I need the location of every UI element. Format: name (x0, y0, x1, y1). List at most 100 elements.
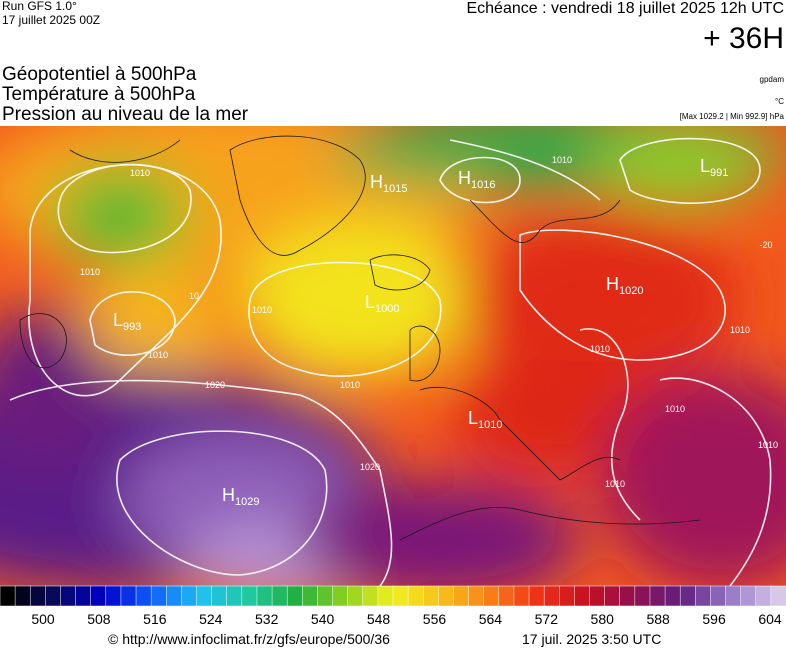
center-letter: H (370, 172, 383, 192)
pressure-center: L991 (700, 156, 728, 179)
title-line: Température à 500hPa (2, 84, 196, 105)
center-letter: H (606, 274, 619, 294)
colorbar-tick-label: 508 (87, 611, 111, 627)
color-swatch (29, 585, 47, 607)
center-value: 1016 (471, 179, 495, 191)
isobar-label: -20 (759, 240, 772, 250)
timestamp: 17 juil. 2025 3:50 UTC (522, 631, 661, 647)
isobar-label: 1010 (730, 325, 750, 335)
center-value: 991 (710, 167, 728, 179)
color-swatch (453, 585, 470, 607)
color-swatch (90, 585, 107, 607)
color-swatch (302, 585, 319, 607)
color-swatch (483, 585, 500, 607)
isobar-label: 1010 (758, 440, 778, 450)
color-swatch (422, 585, 440, 607)
colorbar-tick-label: 516 (143, 611, 167, 627)
isobar-label: 1010 (605, 479, 625, 489)
isobar-label: 1020 (360, 462, 380, 472)
color-swatch (196, 585, 213, 607)
center-letter: L (700, 156, 710, 176)
center-value: 1029 (235, 496, 259, 508)
color-swatch (498, 585, 515, 607)
color-swatch (135, 585, 152, 607)
center-letter: H (458, 168, 471, 188)
run-date: 17 juillet 2025 00Z (2, 13, 100, 27)
title-line: Géopotentiel à 500hPa (2, 64, 197, 85)
color-swatch (543, 585, 561, 607)
colorbar-tick-label: 588 (646, 611, 670, 627)
center-letter: L (113, 310, 123, 330)
color-swatch (286, 585, 304, 607)
isobar-label: 10 (189, 291, 199, 301)
colorbar-tick-label: 580 (591, 611, 615, 627)
color-swatch (559, 585, 576, 607)
color-swatch (438, 585, 455, 607)
color-swatch (710, 585, 727, 607)
color-swatch (619, 585, 636, 607)
color-swatch (528, 585, 545, 607)
pressure-center: H1020 (606, 274, 643, 297)
color-swatch (256, 585, 273, 607)
center-letter: H (222, 485, 235, 505)
color-swatch (407, 585, 424, 607)
colorbar-tick-label: 548 (367, 611, 391, 627)
center-letter: L (365, 292, 375, 312)
unit-label: °C (775, 97, 784, 106)
color-swatch (725, 585, 742, 607)
color-swatch (770, 585, 786, 607)
color-swatch (377, 585, 394, 607)
color-swatch (75, 585, 92, 607)
color-swatch (589, 585, 606, 607)
field (0, 126, 786, 586)
color-swatch (755, 585, 772, 607)
color-swatch (181, 585, 198, 607)
color-swatch (45, 585, 62, 607)
center-value: 1010 (478, 419, 502, 431)
colorbar-tick-label: 572 (535, 611, 559, 627)
isobar-label: 1010 (552, 155, 572, 165)
color-swatch (679, 585, 697, 607)
echeance: Echéance : vendredi 18 juillet 2025 12h … (466, 0, 784, 17)
unit-label: gpdam (760, 75, 785, 84)
lead-time: + 36H (703, 22, 784, 55)
colorbar-tick-label: 556 (423, 611, 447, 627)
isobar-label: 1010 (665, 404, 685, 414)
isobars (9, 137, 772, 586)
source-url: © http://www.infoclimat.fr/z/gfs/europe/… (108, 631, 390, 647)
pressure-center: L1010 (468, 408, 503, 431)
colorbar: 500 508 516 524 532 540 548 556 564 572 580 588 596 6… (0, 585, 786, 627)
color-swatch (332, 585, 349, 607)
isobar-label: 1020 (205, 380, 225, 390)
isobar-label: 1010 (80, 267, 100, 277)
pressure-center: H1029 (222, 485, 259, 508)
center-value: 993 (123, 321, 141, 333)
color-swatch (574, 585, 591, 607)
colorbar-tick-label: 596 (702, 611, 726, 627)
field-shading (0, 126, 786, 586)
center-value: 1015 (383, 183, 407, 195)
center-letter: L (468, 408, 478, 428)
colorbar-tick-label: 564 (479, 611, 503, 627)
color-swatch (317, 585, 334, 607)
color-swatch (740, 585, 757, 607)
colorbar-tick-label: 540 (311, 611, 335, 627)
center-value: 1020 (619, 285, 643, 297)
color-swatch (362, 585, 379, 607)
color-swatch (604, 585, 621, 607)
colorbar-tick-label: 500 (31, 611, 55, 627)
isobar-label: 1010 (130, 168, 150, 178)
color-swatch (649, 585, 666, 607)
title-line: Pression au niveau de la mer (2, 104, 249, 125)
colorbar-tick-label: 604 (758, 611, 782, 627)
pressure-center: H1016 (458, 168, 495, 191)
pressure-center: L1000 (365, 292, 400, 315)
isobar-labels: 1010101010101010101010101020102010101010… (80, 155, 778, 489)
unit-label: [Max 1029.2 | Min 992.9] hPa (680, 112, 785, 121)
isobar-label: 1010 (252, 305, 272, 315)
color-swatch (14, 585, 31, 607)
isobar-label: 1010 (590, 344, 610, 354)
color-swatch (211, 585, 228, 607)
